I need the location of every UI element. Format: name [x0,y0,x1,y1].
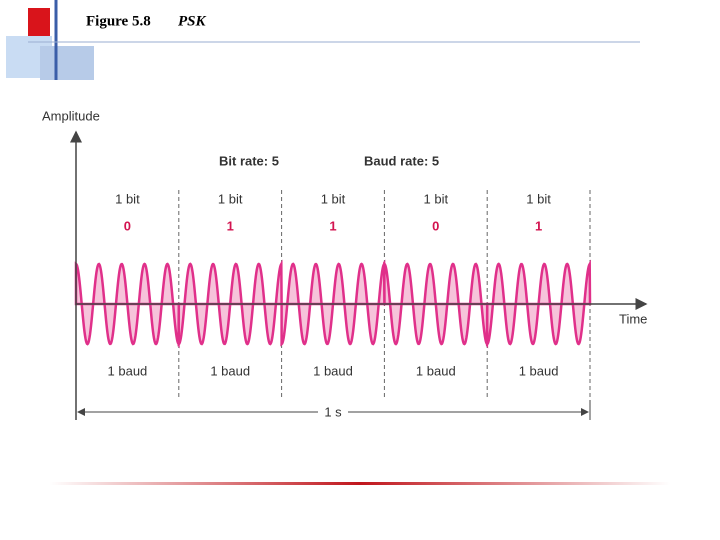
bit-label: 1 bit [115,191,140,206]
decoration [6,0,670,485]
bit-label: 1 bit [526,191,551,206]
bit-value: 1 [535,218,542,233]
psk-diagram: 1 baud 1 1 bit 1 baud 0 1 bit 1 baud 1 1 bit 1 ba… [42,108,648,420]
duration-bg [318,405,348,419]
slide-title: PSK [178,13,207,29]
bit-rate: Bit rate: 5 [219,153,279,168]
baud-label: 1 baud [108,363,148,378]
bit-value: 0 [432,218,439,233]
bit-value: 1 [227,218,234,233]
baud-label: 1 baud [519,363,559,378]
bit-label: 1 bit [218,191,243,206]
baud-rate: Baud rate: 5 [364,153,439,168]
figure-number: Figure 5.8 [86,13,151,29]
x-axis-label: Time [619,311,647,326]
bit-label: 1 bit [424,191,449,206]
bit-label: 1 bit [321,191,346,206]
baud-label: 1 baud [210,363,250,378]
bit-value: 0 [124,218,131,233]
baud-label: 1 baud [416,363,456,378]
baud-label: 1 baud [313,363,353,378]
bit-value: 1 [329,218,336,233]
duration: 1 s [324,404,342,419]
y-axis-label: Amplitude [42,108,100,123]
